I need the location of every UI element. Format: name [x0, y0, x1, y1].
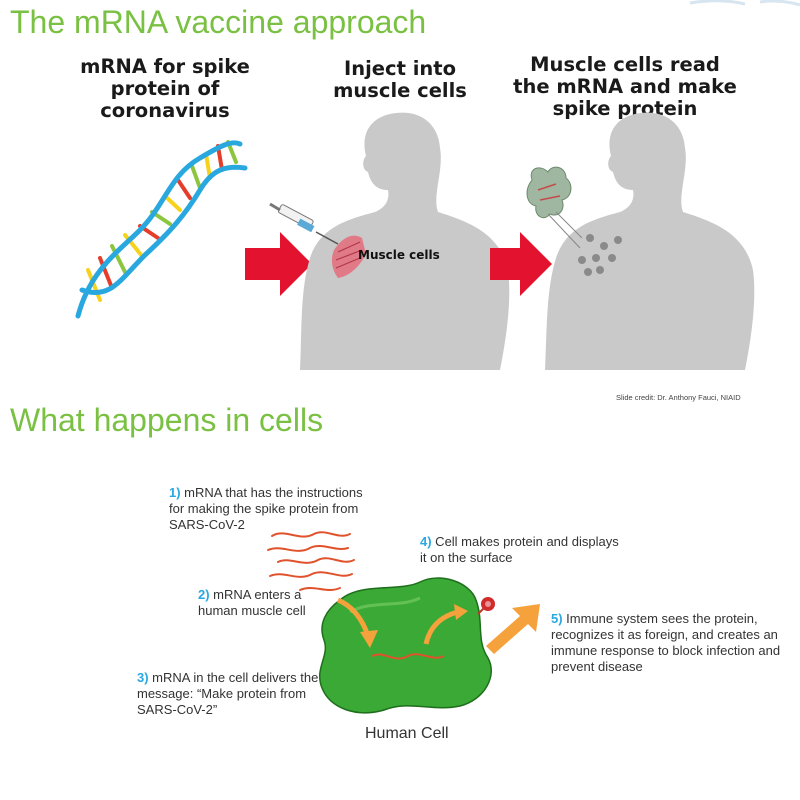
- right-arrow-icon: [245, 232, 312, 296]
- step-line: immune response to block infection and: [551, 643, 781, 658]
- right-arrow-icon: [490, 232, 552, 296]
- step-line-text: mRNA in the cell delivers the: [148, 670, 319, 685]
- step-number: 3): [137, 670, 149, 685]
- protein-export-arrow-icon: [423, 604, 468, 645]
- panel-heading-line: the mRNA and make: [513, 75, 737, 98]
- panel-heading-spike: Muscle cells read the mRNA and make spik…: [505, 54, 745, 120]
- step-number: 2): [198, 587, 210, 602]
- human-torso-icon: [545, 112, 755, 370]
- surface-protein-icon: [477, 597, 495, 615]
- panel-heading-mrna: mRNA for spike protein of coronavirus: [60, 56, 270, 122]
- immune-response-arrow-icon: [486, 604, 540, 654]
- step-3-text: 3) mRNA in the cell delivers the message…: [137, 670, 318, 718]
- human-torso-icon: [300, 112, 510, 370]
- step-line: prevent disease: [551, 659, 643, 674]
- spike-cluster-icon: [578, 234, 622, 276]
- panel-heading-line: Muscle cells read: [530, 53, 720, 76]
- step-line: SARS-CoV-2: [169, 517, 245, 532]
- step-line: 4) Cell makes protein and displays: [420, 534, 619, 550]
- panel-heading-line: coronavirus: [100, 99, 230, 122]
- panel-heading-line: Inject into: [343, 57, 456, 80]
- step-2-text: 2) mRNA enters a human muscle cell: [198, 587, 306, 619]
- step-line: it on the surface: [420, 550, 513, 565]
- mrna-helix-icon: [75, 140, 248, 319]
- step-line-text: mRNA that has the instructions: [180, 485, 363, 500]
- step-line-text: Immune system sees the protein,: [562, 611, 758, 626]
- panel-heading-inject: Inject into muscle cells: [300, 58, 500, 102]
- step-line: 5) Immune system sees the protein,: [551, 611, 780, 627]
- muscle-tissue-icon: [331, 235, 366, 278]
- step-line: SARS-CoV-2”: [137, 702, 218, 717]
- human-cell-caption: Human Cell: [365, 725, 449, 742]
- step-number: 4): [420, 534, 432, 549]
- step-number: 5): [551, 611, 563, 626]
- mrna-strands-icon: [267, 531, 355, 591]
- mrna-entry-arrow-icon: [336, 597, 378, 648]
- step-4-text: 4) Cell makes protein and displays it on…: [420, 534, 619, 566]
- panel-heading-line: protein of: [110, 77, 220, 100]
- step-line: 1) mRNA that has the instructions: [169, 485, 363, 501]
- panel-heading-line: mRNA for spike: [80, 55, 250, 78]
- step-number: 1): [169, 485, 181, 500]
- section-title-vaccine-approach: The mRNA vaccine approach: [10, 4, 427, 40]
- muscle-cells-label: Muscle cells: [358, 248, 440, 262]
- step-1-text: 1) mRNA that has the instructions for ma…: [169, 485, 363, 533]
- mrna-in-cell-icon: [371, 653, 445, 660]
- step-5-text: 5) Immune system sees the protein, recog…: [551, 611, 780, 675]
- step-line-text: mRNA enters a: [209, 587, 302, 602]
- step-line: recognizes it as foreign, and creates an: [551, 627, 778, 642]
- human-cell-icon: [319, 577, 493, 714]
- slide-credit: Slide credit: Dr. Anthony Fauci, NIAID: [616, 393, 741, 402]
- corner-logo-icon: [689, 0, 800, 7]
- syringe-icon: [269, 202, 339, 245]
- panel-heading-line: spike protein: [552, 97, 698, 120]
- section-title-what-happens: What happens in cells: [10, 402, 324, 438]
- step-line: 3) mRNA in the cell delivers the: [137, 670, 318, 686]
- step-line: human muscle cell: [198, 603, 306, 618]
- spike-protein-icon: [526, 166, 583, 249]
- step-line-text: Cell makes protein and displays: [431, 534, 619, 549]
- step-line: message: “Make protein from: [137, 686, 307, 701]
- step-line: for making the spike protein from: [169, 501, 359, 516]
- panel-heading-line: muscle cells: [333, 79, 467, 102]
- step-line: 2) mRNA enters a: [198, 587, 306, 603]
